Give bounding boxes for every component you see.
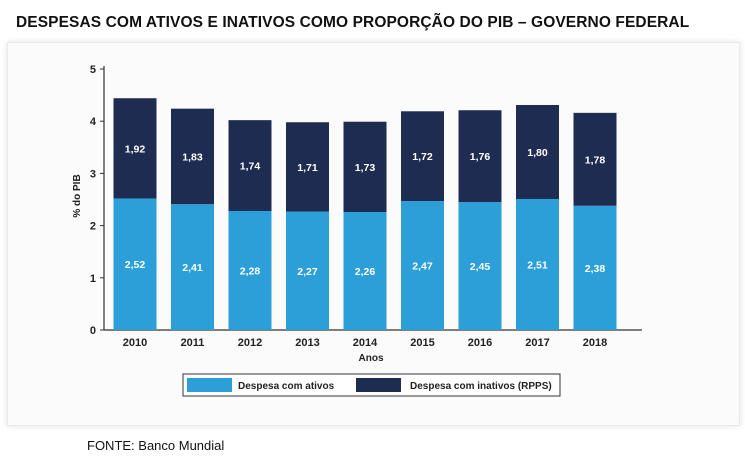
y-tick-label: 1 <box>90 273 96 285</box>
bars: 2,52 1,92 2,41 1,83 2,28 1,74 2,27 1,71 2,26 1,73… <box>113 98 617 330</box>
x-tick-label: 2016 <box>468 337 492 349</box>
data-label-ativos: 2,45 <box>470 261 491 273</box>
data-label-inativos: 1,74 <box>240 161 261 173</box>
bar-ativos <box>516 198 559 330</box>
y-axis: 0 1 2 3 4 5 % do PIB <box>72 64 105 337</box>
y-axis-label: % do PIB <box>72 174 83 217</box>
data-label-inativos: 1,73 <box>355 162 376 174</box>
x-tick-label: 2010 <box>123 337 147 349</box>
data-label-inativos: 1,83 <box>182 151 203 163</box>
bar-ativos <box>401 201 444 330</box>
data-label-ativos: 2,41 <box>182 262 203 274</box>
y-tick-label: 2 <box>90 221 96 233</box>
bar-inativos <box>458 110 502 203</box>
x-tick-label: 2018 <box>583 337 607 349</box>
bar-inativos <box>401 111 444 202</box>
data-label-inativos: 1,78 <box>585 154 606 166</box>
bar-ativos <box>343 212 387 330</box>
bar-ativos <box>286 211 329 330</box>
y-tick-label: 4 <box>90 116 97 128</box>
x-axis-label: Anos <box>359 353 384 364</box>
bar-inativos <box>113 98 157 199</box>
data-label-ativos: 2,27 <box>297 266 318 278</box>
legend: Despesa com ativos Despesa com inativos (… <box>182 373 561 397</box>
x-tick-label: 2012 <box>238 337 262 349</box>
bar-inativos <box>286 122 329 212</box>
x-tick-label: 2014 <box>353 337 378 349</box>
chart-title: DESPESAS COM ATIVOS E INATIVOS COMO PROP… <box>16 14 690 31</box>
data-label-ativos: 2,47 <box>412 261 433 273</box>
legend-swatch-inativos <box>356 378 401 392</box>
data-label-inativos: 1,80 <box>527 147 548 159</box>
bar-inativos <box>516 105 559 199</box>
bar-ativos <box>113 198 157 330</box>
bar-inativos <box>343 121 387 213</box>
y-tick-label: 0 <box>90 325 96 337</box>
data-label-inativos: 1,71 <box>297 162 318 174</box>
legend-label-inativos: Despesa com inativos (RPPS) <box>410 381 552 392</box>
x-tick-label: 2011 <box>181 337 205 349</box>
bar-ativos <box>458 202 502 330</box>
legend-swatch-ativos <box>187 378 232 392</box>
data-label-inativos: 1,76 <box>470 151 491 163</box>
bar-inativos <box>573 112 617 206</box>
bar-inativos <box>171 108 214 205</box>
data-label-ativos: 2,28 <box>240 265 261 277</box>
legend-label-ativos: Despesa com ativos <box>238 381 335 392</box>
data-label-ativos: 2,38 <box>585 263 606 275</box>
source-note: FONTE: Banco Mundial <box>87 438 225 453</box>
y-tick-label: 5 <box>90 64 96 76</box>
x-tick-label: 2013 <box>295 337 319 349</box>
bar-ativos <box>573 205 617 330</box>
y-tick-label: 3 <box>90 168 96 180</box>
x-axis: 2010 2011 2012 2013 2014 2015 2016 2017 2018 Anos <box>104 329 642 364</box>
x-tick-label: 2015 <box>410 337 434 349</box>
data-label-ativos: 2,26 <box>355 266 376 278</box>
data-label-inativos: 1,92 <box>125 143 146 155</box>
data-label-inativos: 1,72 <box>412 151 433 163</box>
x-tick-label: 2017 <box>525 337 549 349</box>
bar-ativos <box>228 210 272 330</box>
bar-ativos <box>171 204 214 330</box>
data-label-ativos: 2,52 <box>125 259 146 271</box>
bar-inativos <box>228 120 272 211</box>
data-label-ativos: 2,51 <box>527 259 548 271</box>
